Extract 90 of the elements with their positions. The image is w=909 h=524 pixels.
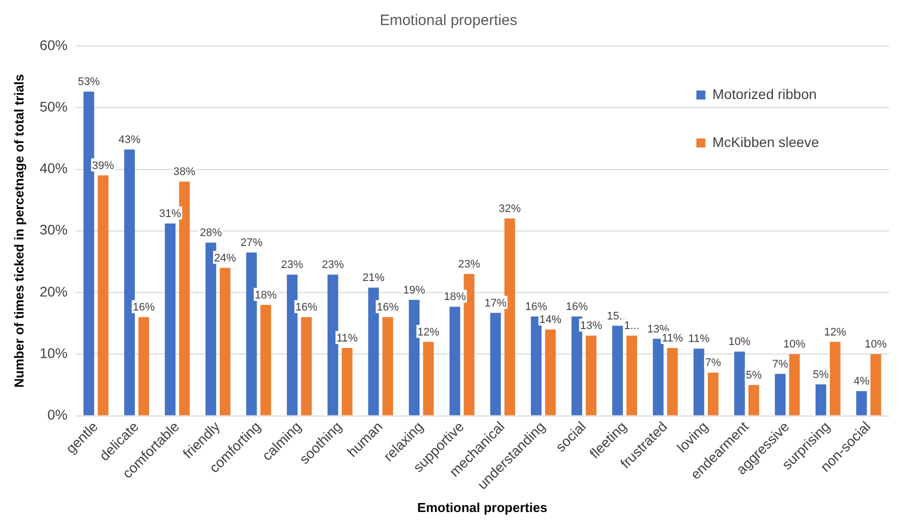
data-label: 24%	[214, 252, 236, 264]
data-label: 39%	[92, 160, 114, 172]
bar	[164, 223, 176, 416]
y-tick-label: 0%	[47, 406, 68, 423]
bar	[748, 384, 760, 416]
data-label: 18%	[254, 289, 277, 302]
bar	[342, 348, 352, 416]
data-label: 21%	[362, 272, 385, 284]
bar	[830, 342, 840, 416]
data-label: 10%	[728, 336, 751, 348]
data-label: 16%	[295, 302, 318, 314]
bar	[708, 372, 718, 416]
bar	[423, 342, 434, 416]
data-label: 18%	[444, 291, 466, 304]
bar	[789, 354, 800, 416]
bar	[206, 242, 216, 416]
bar	[286, 274, 298, 416]
y-tick-label: 10%	[40, 345, 68, 362]
bar	[220, 268, 230, 416]
data-label: 5%	[812, 368, 830, 381]
y-tick-label: 40%	[40, 160, 68, 176]
data-label: 10%	[864, 338, 887, 351]
data-label: 23%	[458, 258, 480, 271]
data-label: 15...	[606, 310, 628, 322]
data-label: 23%	[281, 259, 304, 272]
bar	[816, 384, 826, 416]
chart-title: Emotional properties	[380, 12, 518, 30]
data-label: 43%	[118, 134, 141, 146]
bar	[490, 312, 501, 416]
data-label: 31%	[159, 208, 182, 220]
data-label: 28%	[200, 227, 222, 240]
bar	[667, 348, 678, 416]
y-tick-label: 20%	[40, 283, 68, 300]
bar	[301, 317, 312, 416]
data-label: 11%	[662, 332, 684, 345]
bar	[612, 326, 623, 416]
data-label: 7%	[772, 358, 788, 370]
data-label: 14%	[539, 314, 562, 326]
data-label: 53%	[78, 76, 100, 88]
data-label: 16%	[566, 301, 588, 314]
bar	[246, 252, 257, 416]
data-label: 11%	[336, 332, 358, 345]
y-axis-title: Number of times ticked in percetnage of total trials	[11, 74, 26, 388]
bar	[138, 317, 150, 416]
legend-label: Motorized ribbon	[712, 86, 817, 102]
data-label: 27%	[240, 236, 263, 249]
bar	[382, 317, 394, 416]
y-tick-label: 60%	[40, 36, 68, 53]
x-axis-title: Emotional properties	[417, 500, 548, 515]
data-label: 19%	[403, 284, 426, 296]
bar	[368, 288, 379, 416]
data-label: 12%	[824, 326, 846, 338]
data-label: 16%	[376, 302, 399, 314]
bar	[98, 175, 108, 416]
y-tick-label: 50%	[40, 98, 68, 114]
data-label: 23%	[322, 259, 344, 272]
bar	[734, 352, 745, 416]
data-label: 4%	[854, 376, 870, 388]
bar	[586, 336, 596, 416]
bar	[408, 300, 420, 416]
bar	[626, 336, 638, 416]
data-label: 7%	[705, 357, 722, 370]
bar	[260, 304, 272, 416]
bar	[179, 182, 190, 416]
bar	[870, 354, 882, 416]
data-label: 16%	[525, 301, 548, 314]
data-label: 32%	[498, 203, 521, 216]
bar	[652, 338, 664, 416]
data-label: 10%	[783, 338, 806, 351]
data-label: 5%	[746, 369, 762, 382]
bar	[530, 316, 542, 416]
data-label: 13%	[580, 320, 602, 332]
data-label: 12%	[417, 326, 440, 338]
bar	[328, 274, 338, 416]
bar	[572, 316, 582, 416]
bar	[450, 306, 460, 416]
bar	[774, 374, 786, 416]
data-label: 38%	[173, 166, 196, 178]
legend-label: McKibben sleeve	[712, 134, 820, 150]
bar	[545, 329, 556, 416]
bar	[124, 150, 135, 416]
data-label: 16%	[132, 302, 155, 314]
bar	[694, 348, 704, 416]
data-label: 11%	[688, 333, 710, 346]
data-label: 1...	[624, 320, 640, 332]
data-label: 17%	[484, 297, 507, 310]
bar	[856, 391, 867, 416]
bar	[84, 92, 94, 416]
y-tick-label: 30%	[40, 222, 68, 238]
bar	[464, 274, 474, 416]
